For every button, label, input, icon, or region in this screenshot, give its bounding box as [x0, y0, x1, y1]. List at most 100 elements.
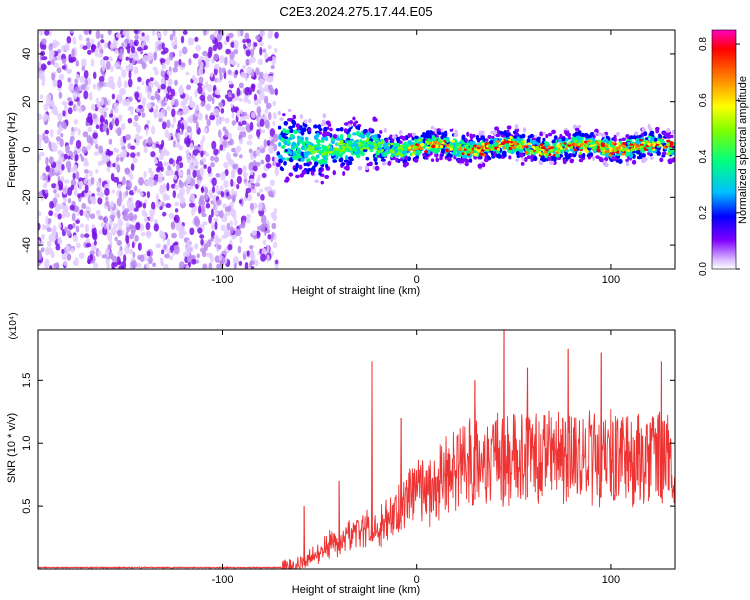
- signal-core-cell: [312, 150, 317, 154]
- signal-cell: [655, 128, 660, 134]
- signal-core-cell: [539, 143, 544, 147]
- noise-speckle: [134, 30, 139, 35]
- noise-speckle: [41, 56, 48, 61]
- noise-speckle: [188, 100, 193, 107]
- noise-speckle: [71, 212, 76, 222]
- noise-speckle: [180, 35, 185, 44]
- signal-cell: [292, 124, 296, 128]
- signal-cell: [596, 163, 602, 169]
- noise-speckle: [48, 49, 55, 58]
- noise-speckle: [163, 30, 168, 36]
- noise-speckle: [230, 178, 234, 187]
- noise-speckle: [98, 145, 104, 154]
- noise-speckle: [104, 215, 108, 225]
- noise-speckle: [208, 214, 212, 224]
- noise-speckle: [206, 119, 211, 127]
- colorbar-tick-label: 0.6: [698, 93, 709, 107]
- signal-cell: [526, 155, 532, 160]
- noise-speckle: [78, 34, 83, 41]
- signal-cell: [447, 157, 452, 162]
- signal-cell: [611, 156, 615, 161]
- signal-cell: [379, 130, 383, 134]
- noise-speckle: [264, 119, 270, 129]
- noise-speckle: [56, 129, 61, 136]
- noise-speckle: [157, 32, 162, 39]
- signal-core-cell: [453, 149, 457, 153]
- noise-speckle: [92, 262, 99, 268]
- noise-speckle: [113, 223, 118, 229]
- signal-cell: [480, 135, 486, 141]
- signal-core-cell: [323, 151, 327, 156]
- noise-speckle: [53, 109, 59, 116]
- noise-speckle: [45, 165, 51, 173]
- signal-cell: [283, 160, 287, 166]
- noise-speckle: [231, 120, 237, 126]
- signal-core-cell: [624, 147, 628, 152]
- noise-speckle: [265, 162, 272, 169]
- signal-core-cell: [431, 144, 436, 149]
- signal-cell: [329, 127, 333, 132]
- signal-cell: [312, 156, 318, 162]
- noise-speckle: [205, 114, 209, 121]
- noise-speckle: [105, 60, 111, 70]
- noise-speckle: [261, 129, 266, 134]
- noise-speckle: [129, 234, 134, 240]
- signal-core-cell: [416, 150, 421, 153]
- noise-speckle: [264, 186, 268, 192]
- signal-cell: [277, 154, 283, 159]
- signal-core-cell: [510, 141, 514, 144]
- noise-speckle: [200, 139, 204, 149]
- signal-core-cell: [647, 135, 652, 139]
- noise-speckle: [85, 37, 91, 42]
- noise-speckle: [191, 155, 197, 164]
- noise-speckle: [99, 229, 103, 235]
- signal-cell: [355, 153, 361, 159]
- noise-speckle: [63, 197, 67, 203]
- signal-core-cell: [564, 147, 568, 151]
- signal-cell: [305, 158, 311, 163]
- noise-speckle: [233, 190, 238, 195]
- noise-speckle: [137, 254, 142, 261]
- noise-speckle: [119, 48, 125, 55]
- signal-cell: [325, 120, 331, 125]
- noise-speckle: [131, 59, 136, 65]
- noise-speckle: [231, 60, 237, 66]
- signal-core-cell: [633, 142, 637, 146]
- signal-cell: [437, 131, 442, 136]
- signal-core-cell: [488, 144, 493, 149]
- noise-speckle: [52, 224, 57, 234]
- signal-cell: [490, 150, 494, 157]
- noise-speckle: [197, 85, 203, 95]
- noise-speckle: [140, 192, 144, 197]
- noise-speckle: [163, 244, 167, 250]
- signal-cell: [303, 147, 308, 151]
- signal-core-cell: [531, 145, 536, 149]
- noise-speckle: [272, 100, 277, 107]
- y-tick-label: 1.0: [21, 436, 33, 451]
- noise-speckle: [209, 34, 215, 41]
- signal-core-cell: [383, 146, 387, 150]
- signal-cell: [355, 150, 361, 154]
- signal-cell: [352, 116, 356, 121]
- noise-speckle: [258, 202, 263, 212]
- noise-speckle: [146, 102, 152, 110]
- noise-speckle: [126, 180, 133, 190]
- signal-cell: [514, 124, 519, 130]
- noise-speckle: [61, 44, 67, 52]
- signal-core-cell: [331, 140, 335, 145]
- noise-speckle: [219, 144, 224, 151]
- noise-speckle: [109, 217, 113, 227]
- signal-core-cell: [535, 146, 540, 150]
- signal-cell: [289, 133, 295, 138]
- noise-speckle: [237, 30, 241, 38]
- signal-core-cell: [480, 148, 485, 152]
- signal-cell: [670, 158, 675, 163]
- signal-cell: [414, 135, 419, 140]
- signal-core-cell: [505, 146, 509, 150]
- noise-speckle: [121, 69, 127, 78]
- signal-cell: [347, 160, 352, 165]
- noise-speckle: [189, 227, 195, 236]
- noise-speckle: [271, 156, 275, 162]
- noise-speckle: [174, 98, 179, 108]
- noise-speckle: [90, 43, 96, 53]
